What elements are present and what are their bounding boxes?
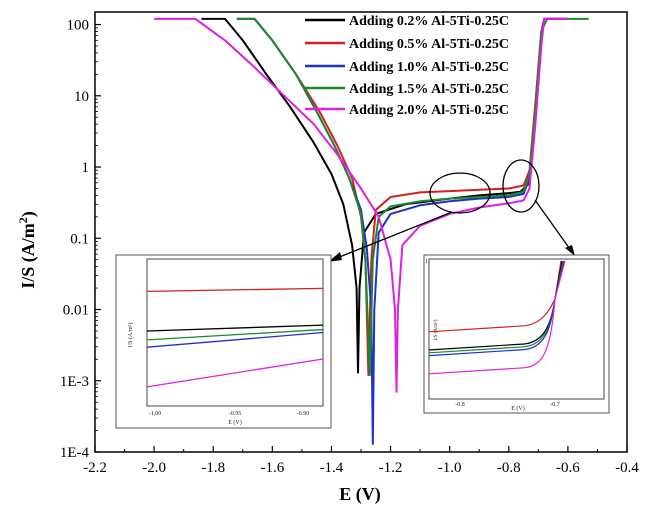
inset-left-background	[115, 254, 332, 429]
x-tick-label: -1.0	[438, 460, 462, 476]
x-tick-label: -0.6	[556, 460, 580, 476]
callout-arrow-left	[331, 211, 453, 261]
y-tick-label: 1E-3	[60, 374, 89, 390]
callout-arrowhead-right	[565, 245, 575, 256]
x-tick-label: -0.4	[615, 460, 639, 476]
legend-label-3: Adding 1.5% Al-5Ti-0.25C	[349, 82, 509, 97]
y-tick-label: 1E-4	[60, 445, 90, 461]
inset-left-x-label: E (V)	[228, 419, 242, 426]
inset-left: -1.00 -0.95 -0.90 E (V) I/S (A/m²)	[115, 254, 332, 429]
y-tick-label: 0.01	[63, 303, 89, 319]
series-line-4	[154, 17, 568, 393]
inset-left-y-label: I/S (A/m²)	[127, 323, 134, 348]
legend-label-2: Adding 1.0% Al-5Ti-0.25C	[349, 60, 509, 75]
inset-right-x-tick-0: -0.8	[455, 402, 465, 408]
x-tick-label: -2.2	[83, 460, 107, 476]
inset-left-line-4	[146, 358, 324, 388]
legend-label-4: Adding 2.0% Al-5Ti-0.25C	[349, 103, 509, 118]
inset-right-lines	[428, 260, 566, 375]
inset-right-x-label: E (V)	[511, 405, 525, 412]
callouts	[328, 159, 575, 262]
x-tick-label: -1.2	[379, 460, 403, 476]
legend: Adding 0.2% Al-5Ti-0.25C Adding 0.5% Al-…	[305, 14, 509, 118]
inset-left-line-0	[146, 287, 324, 292]
inset-left-x-tick-1: -0.95	[229, 411, 242, 417]
inset-right-background	[423, 254, 610, 414]
callout-ellipse-left	[429, 172, 491, 214]
inset-left-lines	[146, 287, 324, 388]
inset-left-line-2	[146, 328, 324, 341]
inset-right-x-tick-1: -0.7	[550, 402, 560, 408]
inset-right-line-4	[428, 260, 566, 375]
x-tick-label: -2.0	[142, 460, 166, 476]
legend-label-1: Adding 0.5% Al-5Ti-0.25C	[349, 37, 509, 52]
x-tick-label: -1.6	[260, 460, 284, 476]
y-axis-label: I/S (A/m2)	[16, 211, 39, 289]
curves-group	[154, 17, 589, 445]
x-axis-label: E (V)	[339, 484, 381, 505]
y-tick-label: 0.1	[70, 231, 89, 247]
inset-left-line-3	[146, 331, 324, 348]
y-axis-label-close: )	[18, 211, 39, 217]
x-tick-label: -1.8	[201, 460, 225, 476]
legend-label-0: Adding 0.2% Al-5Ti-0.25C	[349, 14, 509, 29]
y-tick-label: 10	[74, 89, 89, 105]
y-axis-label-sup: 2	[16, 217, 30, 223]
y-tick-label: 100	[67, 18, 90, 34]
callout-arrow-right	[534, 199, 573, 253]
x-tick-label: -0.8	[497, 460, 521, 476]
axes-group: -2.2 -2.0 -1.8 -1.6 -1.4 -1.2 -1.0 -0.8 -0.6 -0.4…	[60, 11, 639, 476]
x-tick-label: -1.4	[320, 460, 344, 476]
inset-left-x-tick-0: -1.00	[149, 411, 162, 417]
inset-right-y-label: I/S (A/m²)	[433, 319, 439, 340]
inset-left-line-1	[146, 324, 324, 332]
inset-left-x-tick-2: -0.90	[297, 411, 310, 417]
y-axis-label-main: I/S (A/m	[18, 223, 39, 289]
y-tick-label: 1	[82, 160, 90, 176]
inset-right: 1 -0.8 -0.7 E (V) I/S (A/m²)	[423, 254, 610, 414]
inset-right-frame	[428, 258, 605, 400]
inset-right-y-tick-0: 1	[425, 259, 428, 265]
callout-ellipse-right	[502, 159, 540, 213]
